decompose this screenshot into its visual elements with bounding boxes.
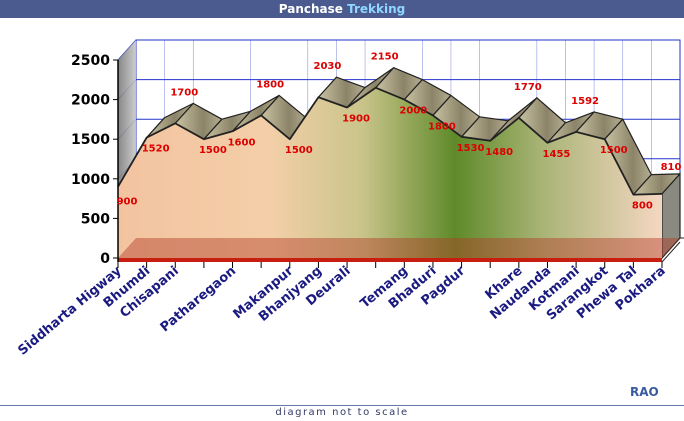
scale-footnote: diagram not to scale (0, 405, 684, 421)
value-label: 1500 (199, 145, 227, 156)
value-label: 800 (632, 201, 653, 212)
value-label: 1530 (457, 143, 485, 154)
area-front (118, 87, 662, 258)
y-tick-label: 500 (81, 211, 110, 227)
value-label: 1520 (142, 144, 170, 155)
value-label: 1600 (228, 137, 256, 148)
title-main: Panchase (278, 2, 343, 16)
y-tick-label: 0 (100, 251, 110, 267)
y-tick-label: 1000 (71, 172, 110, 188)
value-label: 2030 (313, 61, 341, 72)
value-label: 2000 (399, 106, 427, 117)
value-label: 1770 (514, 82, 542, 93)
x-category-label: Siddharta Higway (15, 263, 125, 358)
value-label: 1900 (342, 114, 370, 125)
value-label: 1800 (428, 121, 456, 132)
chart-title: Panchase Trekking (0, 0, 684, 18)
floor-right-edge (661, 241, 681, 263)
value-label: 1592 (571, 96, 599, 107)
y-tick-label: 2000 (71, 93, 110, 109)
floor-surface (118, 238, 680, 258)
value-label: 1500 (600, 145, 628, 156)
floor-front-edge (118, 258, 662, 262)
value-label: 810 (661, 162, 682, 173)
y-tick-label: 2500 (71, 53, 110, 69)
title-accent: Trekking (347, 2, 406, 16)
value-label: 1500 (285, 145, 313, 156)
area-outline (117, 86, 663, 196)
author-credit: RAO (630, 385, 659, 399)
value-label: 1800 (256, 79, 284, 90)
value-label: 1455 (543, 149, 571, 160)
value-label: 2150 (371, 52, 399, 63)
y-tick-label: 1500 (71, 132, 110, 148)
value-label: 900 (117, 197, 138, 208)
value-label: 1480 (485, 147, 513, 158)
value-label: 1700 (170, 87, 198, 98)
